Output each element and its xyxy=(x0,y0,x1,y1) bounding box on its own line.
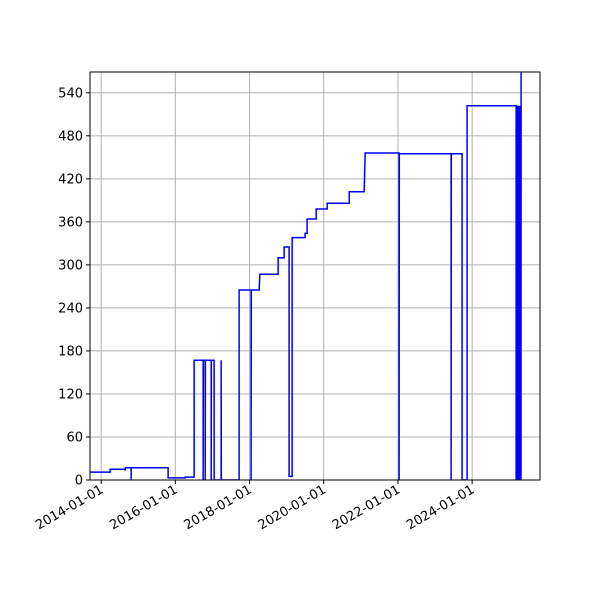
y-tick-label: 480 xyxy=(58,129,83,144)
y-tick-label: 240 xyxy=(58,301,83,316)
y-tick-label: 60 xyxy=(66,430,83,445)
y-tick-label: 180 xyxy=(58,344,83,359)
y-tick-label: 540 xyxy=(58,86,83,101)
x-tick-label: 2024-01-01 xyxy=(404,482,477,533)
y-tick-label: 120 xyxy=(58,387,83,402)
x-tick-label: 2022-01-01 xyxy=(330,482,403,533)
x-tick-label: 2014-01-01 xyxy=(33,482,106,533)
grid xyxy=(90,72,540,481)
y-tick-label: 420 xyxy=(58,172,83,187)
y-tick-label: 360 xyxy=(58,215,83,230)
y-tick-label: 0 xyxy=(75,474,83,489)
x-tick-label: 2016-01-01 xyxy=(107,482,180,533)
x-tick-label: 2020-01-01 xyxy=(256,482,329,533)
y-axis: 0 60 120 180 240 300 360 420 480 540 xyxy=(58,86,90,489)
y-tick-label: 300 xyxy=(58,258,83,273)
series-line xyxy=(90,72,522,480)
x-tick-label: 2018-01-01 xyxy=(182,482,255,533)
x-axis: 2014-01-01 2016-01-01 2018-01-01 2020-01-01… xyxy=(33,480,477,533)
plot-frame xyxy=(89,71,541,481)
